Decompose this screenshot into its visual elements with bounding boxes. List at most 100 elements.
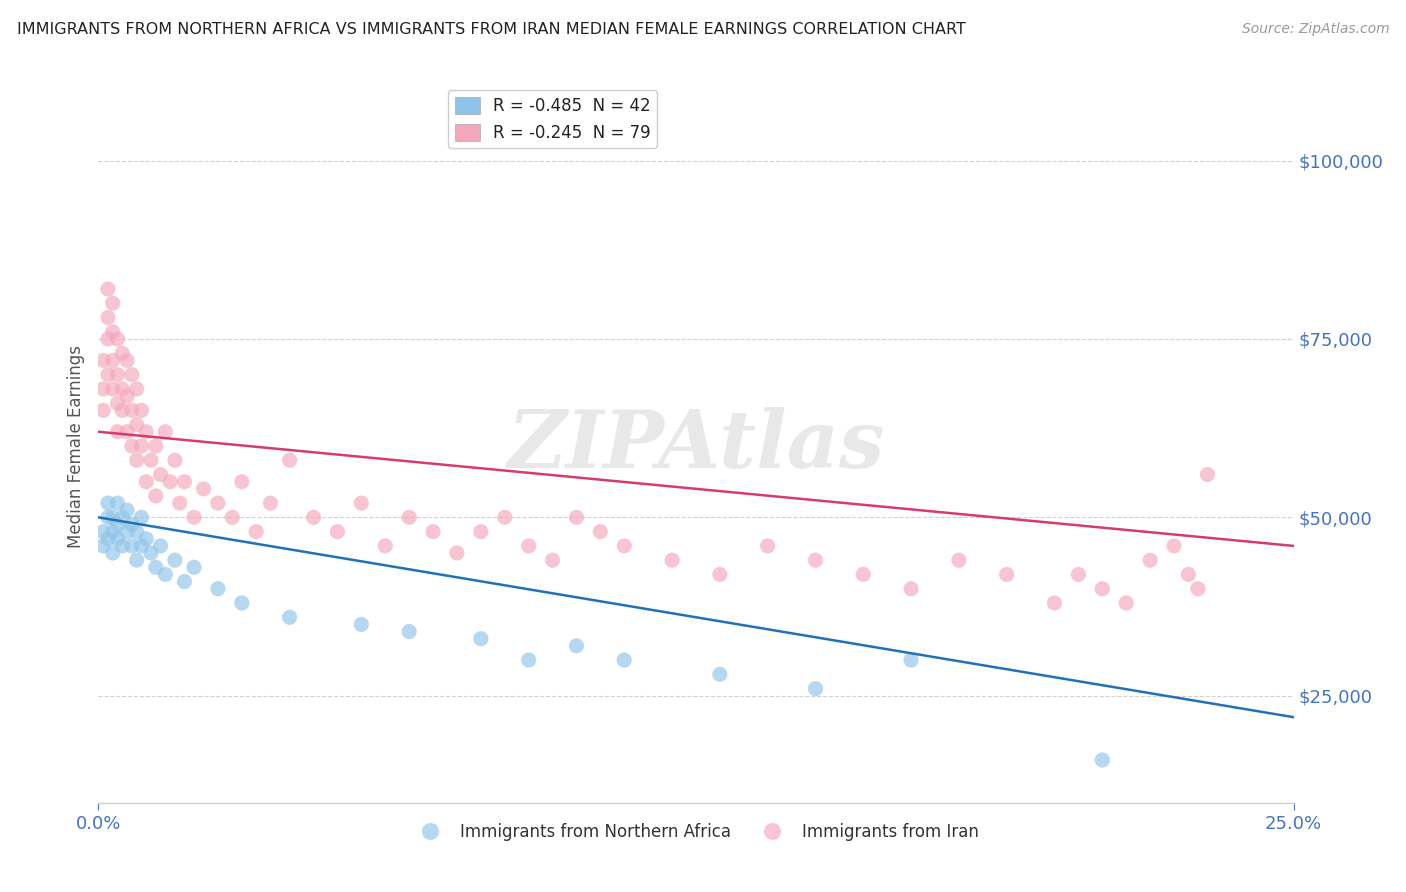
Point xyxy=(183,560,205,574)
Point xyxy=(101,296,124,310)
Point xyxy=(995,567,1018,582)
Point xyxy=(207,496,229,510)
Point xyxy=(756,539,779,553)
Point xyxy=(326,524,349,539)
Point xyxy=(145,489,167,503)
Point xyxy=(149,539,172,553)
Text: Source: ZipAtlas.com: Source: ZipAtlas.com xyxy=(1241,22,1389,37)
Point xyxy=(145,560,167,574)
Point xyxy=(91,524,114,539)
Point xyxy=(107,532,129,546)
Point xyxy=(111,403,134,417)
Point xyxy=(121,368,143,382)
Point xyxy=(135,425,157,439)
Point xyxy=(135,475,157,489)
Point xyxy=(517,653,540,667)
Point xyxy=(398,624,420,639)
Point xyxy=(115,353,138,368)
Point xyxy=(101,353,124,368)
Point xyxy=(101,382,124,396)
Point xyxy=(278,610,301,624)
Point xyxy=(1091,582,1114,596)
Text: IMMIGRANTS FROM NORTHERN AFRICA VS IMMIGRANTS FROM IRAN MEDIAN FEMALE EARNINGS C: IMMIGRANTS FROM NORTHERN AFRICA VS IMMIG… xyxy=(17,22,966,37)
Point xyxy=(446,546,468,560)
Point xyxy=(517,539,540,553)
Point xyxy=(278,453,301,467)
Point xyxy=(350,496,373,510)
Point xyxy=(125,553,148,567)
Point xyxy=(107,425,129,439)
Point xyxy=(1043,596,1066,610)
Point xyxy=(374,539,396,553)
Point xyxy=(97,532,120,546)
Point xyxy=(111,510,134,524)
Point xyxy=(97,332,120,346)
Point xyxy=(139,453,162,467)
Point xyxy=(1067,567,1090,582)
Point xyxy=(245,524,267,539)
Point xyxy=(900,582,922,596)
Point xyxy=(121,403,143,417)
Point xyxy=(107,332,129,346)
Point xyxy=(259,496,281,510)
Point xyxy=(135,532,157,546)
Point xyxy=(1163,539,1185,553)
Point xyxy=(470,632,492,646)
Point xyxy=(101,325,124,339)
Point xyxy=(145,439,167,453)
Point xyxy=(91,539,114,553)
Point xyxy=(101,510,124,524)
Point xyxy=(125,382,148,396)
Point xyxy=(169,496,191,510)
Point xyxy=(1091,753,1114,767)
Point xyxy=(804,553,827,567)
Point xyxy=(115,503,138,517)
Point xyxy=(613,653,636,667)
Point xyxy=(422,524,444,539)
Point xyxy=(107,396,129,410)
Point xyxy=(111,382,134,396)
Point xyxy=(565,639,588,653)
Point xyxy=(163,453,186,467)
Legend: Immigrants from Northern Africa, Immigrants from Iran: Immigrants from Northern Africa, Immigra… xyxy=(406,817,986,848)
Point xyxy=(1139,553,1161,567)
Point xyxy=(131,539,153,553)
Point xyxy=(101,546,124,560)
Point xyxy=(111,539,134,553)
Point xyxy=(121,439,143,453)
Point xyxy=(900,653,922,667)
Point xyxy=(155,425,177,439)
Point xyxy=(350,617,373,632)
Point xyxy=(193,482,215,496)
Point xyxy=(149,467,172,482)
Point xyxy=(131,439,153,453)
Point xyxy=(91,353,114,368)
Point xyxy=(115,425,138,439)
Point xyxy=(97,496,120,510)
Y-axis label: Median Female Earnings: Median Female Earnings xyxy=(66,344,84,548)
Point xyxy=(125,453,148,467)
Point xyxy=(163,553,186,567)
Point xyxy=(183,510,205,524)
Point xyxy=(115,389,138,403)
Point xyxy=(131,403,153,417)
Point xyxy=(565,510,588,524)
Point xyxy=(613,539,636,553)
Point xyxy=(97,282,120,296)
Point xyxy=(852,567,875,582)
Point xyxy=(661,553,683,567)
Point xyxy=(125,524,148,539)
Point xyxy=(231,475,253,489)
Text: ZIPAtlas: ZIPAtlas xyxy=(508,408,884,484)
Point xyxy=(115,524,138,539)
Point xyxy=(1177,567,1199,582)
Point xyxy=(91,382,114,396)
Point xyxy=(221,510,243,524)
Point xyxy=(131,510,153,524)
Point xyxy=(709,667,731,681)
Point xyxy=(1197,467,1219,482)
Point xyxy=(302,510,325,524)
Point xyxy=(107,496,129,510)
Point xyxy=(125,417,148,432)
Point xyxy=(121,517,143,532)
